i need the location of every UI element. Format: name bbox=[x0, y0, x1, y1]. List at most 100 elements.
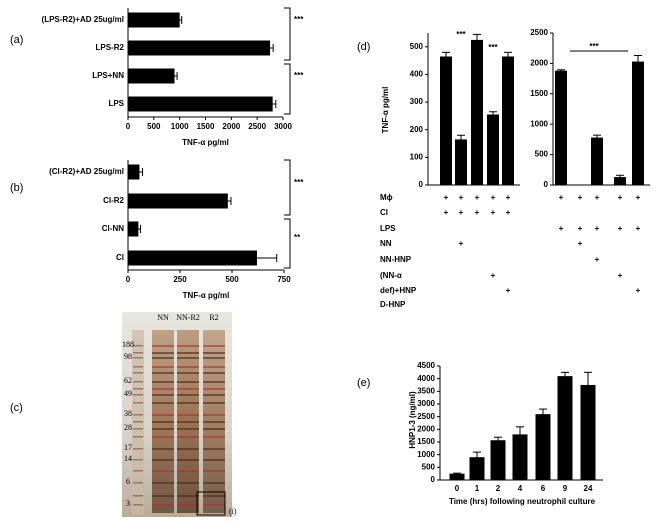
category-label: LPS-R2 bbox=[96, 43, 125, 52]
gel-band bbox=[203, 366, 225, 368]
gel-band bbox=[152, 436, 174, 438]
condition-plus: + bbox=[444, 208, 449, 217]
gel-band bbox=[203, 402, 225, 404]
gel-band bbox=[152, 357, 174, 359]
gel-band bbox=[152, 470, 174, 472]
lane-label: NN-R2 bbox=[176, 313, 200, 322]
y-tick-label: 0 bbox=[544, 180, 549, 189]
condition-plus: + bbox=[595, 255, 600, 264]
x-tick-label: 0 bbox=[126, 275, 131, 284]
error-bar bbox=[136, 168, 144, 176]
y-tick-label: 0 bbox=[431, 475, 436, 484]
marker-band bbox=[133, 357, 143, 359]
condition-label: Mϕ bbox=[380, 193, 393, 202]
error-bar bbox=[561, 371, 569, 380]
gel-band bbox=[177, 470, 199, 472]
panel-label: (d) bbox=[357, 41, 370, 53]
condition-label: NN-HNP bbox=[380, 255, 412, 264]
x-tick-label: 2000 bbox=[222, 122, 240, 131]
gel-band bbox=[203, 421, 225, 423]
gel-band bbox=[177, 436, 199, 438]
gel-band bbox=[152, 495, 174, 497]
lane-label: R2 bbox=[209, 313, 218, 322]
error-bar bbox=[269, 100, 277, 108]
panel-label: (a) bbox=[10, 34, 23, 46]
gel-band bbox=[177, 366, 199, 368]
category-label: Cl bbox=[116, 253, 124, 262]
gel-band bbox=[203, 357, 225, 359]
gel-band bbox=[177, 504, 199, 506]
x-tick-label: 6 bbox=[541, 484, 546, 493]
marker-band bbox=[133, 366, 143, 368]
gel-band bbox=[152, 504, 174, 506]
condition-plus: + bbox=[491, 193, 496, 202]
marker-label: 28 bbox=[124, 423, 132, 432]
y-tick-label: 0 bbox=[419, 180, 424, 189]
category-label: (Cl-R2)+AD 25ug/ml bbox=[49, 167, 124, 176]
gel-band bbox=[203, 495, 225, 497]
marker-band bbox=[133, 436, 143, 438]
bar bbox=[128, 12, 180, 28]
gel-band bbox=[203, 504, 225, 506]
significance-label: ** bbox=[294, 233, 301, 242]
gel-band bbox=[152, 459, 174, 461]
gel-band bbox=[177, 428, 199, 430]
condition-label: LPS bbox=[380, 224, 396, 233]
bar bbox=[128, 40, 271, 56]
x-tick-label: 2 bbox=[496, 484, 501, 493]
bar bbox=[440, 56, 452, 186]
condition-plus: + bbox=[459, 193, 464, 202]
gel-band bbox=[177, 381, 199, 383]
gel-band bbox=[177, 448, 199, 450]
y-tick-label: 4500 bbox=[417, 361, 435, 370]
gel-band bbox=[203, 352, 225, 354]
condition-plus: + bbox=[636, 224, 641, 233]
marker-label: 17 bbox=[124, 443, 132, 452]
x-tick-label: 500 bbox=[147, 122, 161, 131]
gel-band bbox=[152, 388, 174, 390]
gel-band bbox=[177, 345, 199, 347]
marker-label: 62 bbox=[124, 376, 132, 385]
gel-band bbox=[203, 372, 225, 374]
gel-band bbox=[152, 345, 174, 347]
error-bar bbox=[266, 44, 274, 52]
category-label: Cl-R2 bbox=[103, 196, 124, 205]
y-tick-label: 3000 bbox=[417, 399, 435, 408]
gel-band bbox=[152, 352, 174, 354]
y-tick-label: 1000 bbox=[530, 119, 548, 128]
x-tick-label: 9 bbox=[563, 484, 568, 493]
bar bbox=[555, 70, 567, 185]
bar bbox=[557, 376, 573, 480]
gel-band bbox=[203, 414, 225, 416]
significance-label: *** bbox=[456, 30, 466, 39]
error-bar bbox=[584, 371, 592, 398]
bar bbox=[512, 434, 528, 480]
marker-band bbox=[133, 482, 143, 484]
marker-label: 38 bbox=[124, 409, 132, 418]
marker-band bbox=[133, 402, 143, 404]
marker-band bbox=[133, 345, 143, 347]
gel-band bbox=[203, 428, 225, 430]
bar bbox=[632, 61, 644, 185]
bar bbox=[469, 457, 485, 480]
condition-plus: + bbox=[636, 193, 641, 202]
marker-band bbox=[133, 352, 143, 354]
y-tick-label: 3500 bbox=[417, 386, 435, 395]
y-tick-label: 2000 bbox=[530, 59, 548, 68]
gel-band bbox=[203, 345, 225, 347]
error-bar bbox=[557, 69, 565, 72]
y-tick-label: 1000 bbox=[417, 450, 435, 459]
condition-plus: + bbox=[618, 193, 623, 202]
marker-label: 188 bbox=[122, 340, 134, 349]
category-label: (LPS-R2)+AD 25ug/ml bbox=[42, 15, 124, 24]
error-bar bbox=[473, 33, 481, 46]
condition-plus: + bbox=[578, 224, 583, 233]
x-tick-label: 4 bbox=[518, 484, 523, 493]
x-axis-label: Time (hrs) following neutrophil culture bbox=[449, 497, 596, 506]
panel-label: (b) bbox=[10, 182, 23, 194]
significance-bracket bbox=[284, 218, 291, 269]
gel-band bbox=[177, 372, 199, 374]
condition-plus: + bbox=[595, 193, 600, 202]
x-tick-label: 1000 bbox=[171, 122, 189, 131]
marker-band bbox=[133, 459, 143, 461]
